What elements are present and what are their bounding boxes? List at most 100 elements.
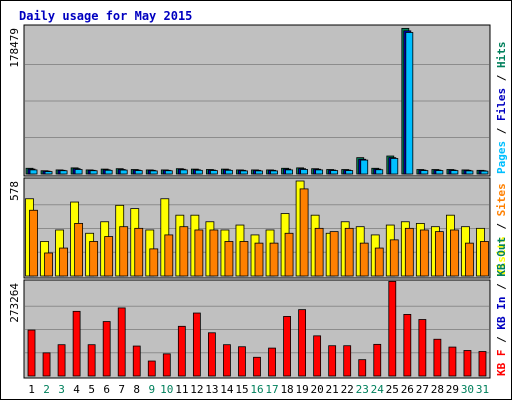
bar-hits-pages-day-13 <box>210 170 218 175</box>
x-tick-label-28: 28 <box>431 383 444 396</box>
x-tick-label-27: 27 <box>416 383 429 396</box>
bar-hits-pages-day-26 <box>405 32 414 175</box>
bar-hits-pages-day-11 <box>179 169 188 175</box>
bar-visits-sites-day-30 <box>465 242 474 277</box>
x-tick-label-23: 23 <box>356 383 369 396</box>
x-tick-label-7: 7 <box>118 383 125 396</box>
x-tick-label-14: 14 <box>220 383 234 396</box>
bar-kbytes-kb-f-day-2 <box>42 352 51 377</box>
bar-hits-pages-day-12 <box>194 169 203 175</box>
x-tick-label-5: 5 <box>88 383 95 396</box>
bar-kbytes-kb-f-day-31 <box>478 351 487 377</box>
panel-hits: 178479 Pages / Files / Hits <box>8 24 508 177</box>
bar-kbytes-kb-f-day-19 <box>298 309 306 377</box>
bar-visits-sites-day-23 <box>359 242 369 277</box>
bar-hits-pages-day-24 <box>375 169 384 175</box>
panel-kbytes-max-label: 273264 <box>8 283 21 323</box>
x-tick-label-16: 16 <box>250 383 263 396</box>
x-tick-label-21: 21 <box>326 383 339 396</box>
bar-hits-pages-day-31 <box>480 170 489 175</box>
bar-hits-pages-day-20 <box>315 169 324 175</box>
bar-kbytes-kb-f-day-4 <box>72 310 81 377</box>
bar-kbytes-kb-f-day-13 <box>208 332 216 377</box>
bar-kbytes-kb-f-day-20 <box>313 335 322 377</box>
bar-visits-sites-day-31 <box>480 241 489 277</box>
panel-visits-legend: Visits / Sites <box>495 183 508 276</box>
bar-kbytes-kb-f-day-6 <box>102 321 111 377</box>
x-tick-label-1: 1 <box>28 383 35 396</box>
bar-visits-sites-day-2 <box>44 252 53 277</box>
bar-kbytes-kb-f-day-29 <box>448 346 457 377</box>
x-tick-label-31: 31 <box>476 383 489 396</box>
bar-kbytes-kb-f-day-14 <box>223 344 231 377</box>
bar-hits-pages-day-25 <box>390 158 399 175</box>
panel-hits-max-label: 178479 <box>8 28 21 68</box>
panel-visits-legend-part-1: / <box>495 216 508 236</box>
bar-visits-sites-day-12 <box>194 229 204 277</box>
bar-visits-sites-day-8 <box>134 227 144 277</box>
panel-hits-legend-part-0: Pages <box>495 141 508 174</box>
bar-hits-pages-day-23 <box>360 159 369 175</box>
bar-visits-sites-day-29 <box>450 229 459 277</box>
bar-visits-sites-day-17 <box>269 242 279 277</box>
x-tick-label-29: 29 <box>446 383 459 396</box>
x-tick-label-10: 10 <box>160 383 173 396</box>
bar-visits-sites-day-1 <box>29 209 38 277</box>
bar-hits-pages-day-15 <box>240 170 248 175</box>
bar-hits-pages-day-18 <box>285 169 293 175</box>
panel-visits: 578 Visits / Sites <box>8 177 508 279</box>
bar-kbytes-kb-f-day-21 <box>328 345 337 377</box>
bar-kbytes-kb-f-day-7 <box>117 307 126 377</box>
bar-hits-pages-day-21 <box>330 170 339 175</box>
bar-visits-sites-day-26 <box>404 227 414 277</box>
panel-kbytes-legend-part-1: / <box>495 330 508 350</box>
bar-hits-pages-day-10 <box>164 170 173 175</box>
bar-kbytes-kb-f-day-16 <box>253 356 261 377</box>
x-axis-labels: 1 2 3 4 5 6 7 8 9 10 11 12 13 14 15 16 17 18 19 20 21 22 23 24 2… <box>28 383 489 396</box>
bar-visits-sites-day-4 <box>74 223 84 277</box>
x-tick-label-6: 6 <box>103 383 110 396</box>
x-tick-label-13: 13 <box>205 383 218 396</box>
bar-visits-sites-day-13 <box>209 229 219 277</box>
bar-visits-sites-day-20 <box>314 227 324 277</box>
bar-visits-sites-day-7 <box>119 226 129 277</box>
bar-hits-pages-day-17 <box>270 170 278 175</box>
bar-visits-sites-day-3 <box>59 247 68 277</box>
x-tick-label-20: 20 <box>311 383 324 396</box>
bar-hits-pages-day-30 <box>465 170 474 175</box>
panel-hits-legend-part-3: / <box>495 68 508 88</box>
x-tick-label-17: 17 <box>265 383 278 396</box>
bar-visits-sites-day-15 <box>239 241 249 277</box>
bar-hits-pages-day-7 <box>119 169 128 175</box>
x-tick-label-12: 12 <box>190 383 203 396</box>
bar-kbytes-kb-f-day-3 <box>57 344 66 377</box>
bar-hits-pages-day-27 <box>420 170 429 175</box>
panel-hits-legend-part-4: Hits <box>495 42 508 69</box>
bar-kbytes-kb-f-day-12 <box>192 312 201 377</box>
bar-kbytes-kb-f-day-10 <box>162 353 171 377</box>
bar-hits-pages-day-4 <box>74 169 83 175</box>
panel-kbytes-legend-part-4: KB Out <box>495 237 508 277</box>
bar-visits-sites-day-11 <box>179 226 189 277</box>
bar-visits-sites-day-18 <box>284 232 294 277</box>
bar-kbytes-kb-f-day-25 <box>388 280 397 377</box>
x-tick-label-9: 9 <box>148 383 155 396</box>
bar-kbytes-kb-f-day-24 <box>373 343 382 377</box>
bar-kbytes-kb-f-day-5 <box>87 344 96 377</box>
bar-hits-pages-day-29 <box>450 170 459 175</box>
bar-kbytes-kb-f-day-27 <box>418 319 427 377</box>
bar-hits-pages-day-6 <box>104 169 113 175</box>
bar-hits-pages-day-8 <box>134 170 143 175</box>
bar-kbytes-kb-f-day-30 <box>463 350 472 377</box>
x-tick-label-22: 22 <box>341 383 354 396</box>
bar-visits-sites-day-9 <box>149 248 159 277</box>
bar-visits-sites-day-25 <box>389 239 399 277</box>
panel-kbytes: 273264 KB F / KB In / KB Out <box>8 237 508 379</box>
panels-layer: 178479 Pages / Files / Hits 578 Visits / Si… <box>8 24 508 379</box>
bar-kbytes-kb-f-day-8 <box>132 345 141 377</box>
x-tick-label-8: 8 <box>133 383 140 396</box>
x-tick-label-3: 3 <box>58 383 65 396</box>
x-tick-label-19: 19 <box>295 383 308 396</box>
x-tick-label-18: 18 <box>280 383 293 396</box>
bar-kbytes-kb-f-day-1 <box>27 329 36 377</box>
